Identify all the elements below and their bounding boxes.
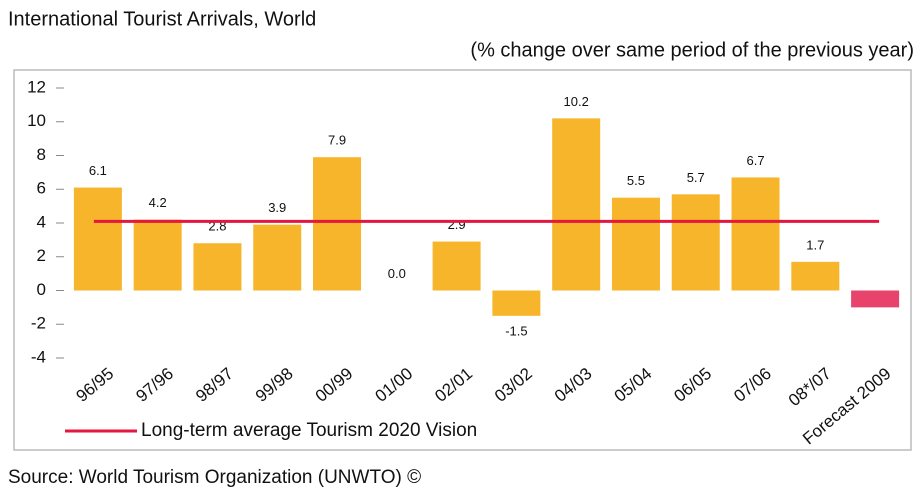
chart-frame: [13, 69, 912, 451]
x-tick-label: 98/97: [192, 364, 237, 406]
chart-title: International Tourist Arrivals, World: [8, 8, 316, 30]
x-tick-label: 97/96: [132, 364, 177, 406]
bar: [253, 224, 302, 291]
value-label: 6.7: [746, 153, 764, 168]
bar: [731, 177, 780, 291]
bar: [193, 243, 242, 291]
value-label: 0.0: [388, 266, 406, 281]
bar: [313, 157, 362, 291]
value-label: 6.1: [89, 163, 107, 178]
value-label: -1.5: [505, 323, 527, 338]
x-tick-label: 06/05: [670, 364, 715, 406]
value-label: 4.2: [149, 195, 167, 210]
bar: [432, 241, 481, 291]
value-label: 5.5: [627, 173, 645, 188]
x-tick-label: 00/99: [312, 364, 357, 406]
y-tick-label: -4: [31, 347, 46, 366]
bar: [133, 219, 182, 291]
value-label: 2.9: [448, 217, 466, 232]
y-tick-label: 2: [37, 246, 46, 265]
chart-subtitle: (% change over same period of the previo…: [470, 39, 914, 61]
y-tick-label: 0: [37, 280, 46, 299]
y-tick-label: 8: [37, 145, 46, 164]
x-tick-label: 04/03: [551, 364, 596, 406]
value-label: 5.7: [687, 170, 705, 185]
x-tick-label: 03/02: [491, 364, 536, 406]
bar: [552, 118, 601, 291]
bar: [671, 194, 720, 291]
x-tick-label: 07/06: [730, 364, 775, 406]
value-label: 1.7: [806, 237, 824, 252]
y-tick-label: 12: [27, 77, 46, 96]
x-tick-label: 05/04: [611, 364, 656, 406]
bar: [492, 290, 541, 316]
x-tick-label: 99/98: [252, 364, 297, 406]
y-tick-label: -2: [31, 314, 46, 333]
bar: [851, 290, 900, 308]
y-tick-label: 6: [37, 179, 46, 198]
x-tick-label: 08*/07: [785, 364, 835, 410]
value-label: 3.9: [268, 200, 286, 215]
y-tick-label: 10: [27, 111, 46, 130]
bar: [791, 261, 840, 291]
y-tick-label: 4: [37, 212, 46, 231]
x-tick-label: 02/01: [431, 364, 476, 406]
x-tick-label: 01/00: [371, 364, 416, 406]
x-tick-label: 96/95: [73, 364, 118, 406]
source: Source: World Tourism Organization (UNWT…: [8, 467, 421, 488]
value-label: 7.9: [328, 133, 346, 148]
value-label: 10.2: [564, 94, 589, 109]
bar: [73, 187, 122, 291]
bar: [611, 197, 660, 291]
legend-label: Long-term average Tourism 2020 Vision: [141, 420, 477, 441]
